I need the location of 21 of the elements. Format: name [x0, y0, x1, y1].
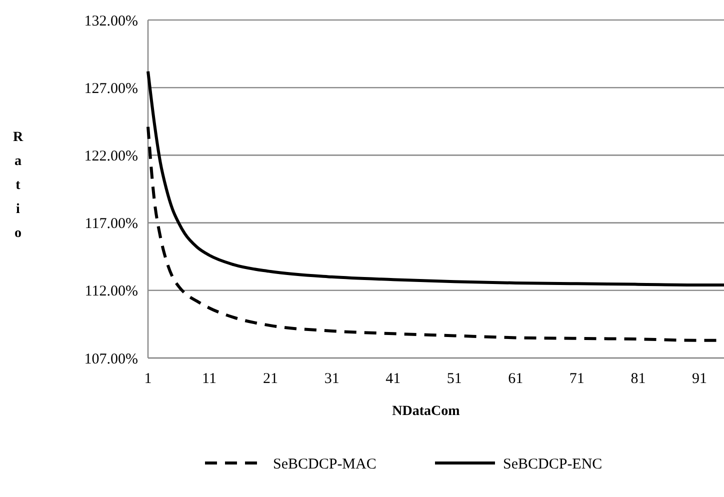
- x-tick-label: 1: [144, 371, 152, 387]
- x-tick-label: 61: [508, 371, 524, 387]
- y-tick-label: 122.00%: [84, 148, 138, 164]
- y-tick-label: 107.00%: [84, 351, 138, 368]
- x-tick-label: 11: [202, 371, 217, 387]
- x-tick-label: 71: [569, 371, 584, 387]
- y-tick-label: 127.00%: [84, 80, 138, 97]
- line-series: [146, 70, 724, 286]
- y-tick-label: 117.00%: [84, 216, 138, 232]
- x-tick-label: 51: [446, 371, 462, 387]
- x-axis-title: NDataCom: [392, 404, 460, 419]
- legend-label: SeBCDCP-ENC: [503, 456, 602, 472]
- x-tick-label: 91: [692, 371, 707, 387]
- y-tick-label: 132.00%: [84, 13, 138, 30]
- x-tick-label: 31: [324, 371, 340, 387]
- x-tick-label: 21: [263, 371, 278, 387]
- y-axis-title: Ratio: [12, 130, 24, 241]
- x-tick-label: 81: [630, 371, 646, 387]
- x-tick-label: 41: [386, 371, 401, 387]
- y-tick-label: 112.00%: [84, 284, 138, 300]
- legend-label: SeBCDCP-MAC: [273, 456, 376, 472]
